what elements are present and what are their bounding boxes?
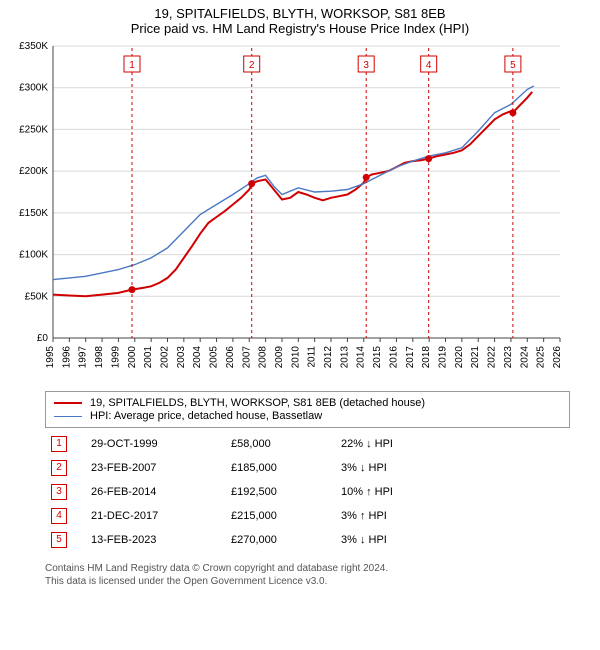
svg-text:1998: 1998 [94, 346, 105, 369]
svg-text:£350K: £350K [19, 41, 48, 52]
legend-swatch [54, 402, 82, 404]
svg-text:2014: 2014 [356, 346, 367, 369]
svg-text:2010: 2010 [290, 346, 301, 369]
transaction-badge: 2 [51, 460, 67, 476]
svg-text:2008: 2008 [258, 346, 269, 369]
svg-text:1996: 1996 [61, 346, 72, 369]
svg-text:2001: 2001 [143, 346, 154, 369]
chart-title: 19, SPITALFIELDS, BLYTH, WORKSOP, S81 8E… [0, 0, 600, 21]
footer: Contains HM Land Registry data © Crown c… [0, 558, 600, 588]
transaction-badge: 4 [51, 508, 67, 524]
svg-text:5: 5 [510, 60, 516, 71]
svg-text:2004: 2004 [192, 346, 203, 369]
svg-text:2026: 2026 [552, 346, 563, 369]
chart-svg: £0 £50K £100K £150K £200K £250K £300K £350K 1995… [8, 40, 568, 380]
table-row: 5 13-FEB-2023£270,0003% ↓ HPI [45, 528, 570, 552]
svg-text:£100K: £100K [19, 250, 48, 261]
svg-text:2011: 2011 [307, 346, 318, 368]
svg-text:£0: £0 [37, 333, 49, 344]
svg-text:1995: 1995 [45, 346, 56, 369]
transaction-badge: 1 [51, 436, 67, 452]
table-row: 2 23-FEB-2007£185,0003% ↓ HPI [45, 456, 570, 480]
svg-text:2018: 2018 [421, 346, 432, 369]
svg-text:£150K: £150K [19, 208, 48, 219]
svg-text:1997: 1997 [78, 346, 89, 369]
footer-line1: Contains HM Land Registry data © Crown c… [45, 562, 570, 575]
svg-text:2017: 2017 [405, 346, 416, 369]
svg-text:2024: 2024 [519, 346, 530, 369]
transaction-price: £192,500 [225, 480, 335, 504]
transaction-delta: 10% ↑ HPI [335, 480, 570, 504]
transaction-badge: 3 [51, 484, 67, 500]
footer-line2: This data is licensed under the Open Gov… [45, 575, 570, 588]
svg-text:2006: 2006 [225, 346, 236, 369]
svg-text:2021: 2021 [470, 346, 481, 369]
legend-box: 19, SPITALFIELDS, BLYTH, WORKSOP, S81 8E… [45, 391, 570, 428]
svg-text:3: 3 [363, 60, 369, 71]
legend-row: HPI: Average price, detached house, Bass… [54, 410, 561, 422]
container: 19, SPITALFIELDS, BLYTH, WORKSOP, S81 8E… [0, 0, 600, 650]
transaction-price: £185,000 [225, 456, 335, 480]
svg-text:2: 2 [249, 60, 255, 71]
svg-text:1999: 1999 [110, 346, 121, 369]
svg-text:2013: 2013 [339, 346, 350, 369]
table-row: 1 29-OCT-1999£58,00022% ↓ HPI [45, 432, 570, 456]
transaction-delta: 3% ↓ HPI [335, 528, 570, 552]
table-row: 4 21-DEC-2017£215,0003% ↑ HPI [45, 504, 570, 528]
svg-text:2016: 2016 [388, 346, 399, 369]
legend-label: 19, SPITALFIELDS, BLYTH, WORKSOP, S81 8E… [90, 397, 425, 409]
transaction-date: 21-DEC-2017 [85, 504, 225, 528]
svg-text:2005: 2005 [209, 346, 220, 369]
transaction-date: 29-OCT-1999 [85, 432, 225, 456]
svg-text:4: 4 [426, 60, 432, 71]
svg-text:£250K: £250K [19, 124, 48, 135]
transaction-price: £58,000 [225, 432, 335, 456]
transaction-delta: 22% ↓ HPI [335, 432, 570, 456]
transaction-delta: 3% ↓ HPI [335, 456, 570, 480]
chart-area: £0 £50K £100K £150K £200K £250K £300K £350K 1995… [8, 40, 592, 385]
chart-subtitle: Price paid vs. HM Land Registry's House … [0, 21, 600, 40]
svg-text:2023: 2023 [503, 346, 514, 369]
table-row: 3 26-FEB-2014£192,50010% ↑ HPI [45, 480, 570, 504]
transaction-price: £270,000 [225, 528, 335, 552]
svg-text:£200K: £200K [19, 166, 48, 177]
transaction-delta: 3% ↑ HPI [335, 504, 570, 528]
svg-text:2015: 2015 [372, 346, 383, 369]
svg-text:2003: 2003 [176, 346, 187, 369]
transaction-date: 26-FEB-2014 [85, 480, 225, 504]
svg-text:2020: 2020 [454, 346, 465, 369]
transactions-table: 1 29-OCT-1999£58,00022% ↓ HPI 2 23-FEB-2007… [45, 432, 570, 552]
legend-label: HPI: Average price, detached house, Bass… [90, 410, 322, 422]
svg-text:2025: 2025 [536, 346, 547, 369]
svg-text:£300K: £300K [19, 83, 48, 94]
svg-text:2002: 2002 [159, 346, 170, 369]
transaction-badge: 5 [51, 532, 67, 548]
transaction-price: £215,000 [225, 504, 335, 528]
svg-text:2000: 2000 [127, 346, 138, 369]
svg-text:2012: 2012 [323, 346, 334, 369]
svg-text:2022: 2022 [487, 346, 498, 369]
svg-text:2019: 2019 [438, 346, 449, 369]
legend-swatch [54, 416, 82, 417]
legend-row: 19, SPITALFIELDS, BLYTH, WORKSOP, S81 8E… [54, 397, 561, 409]
svg-text:1: 1 [129, 60, 135, 71]
transaction-date: 13-FEB-2023 [85, 528, 225, 552]
svg-text:£50K: £50K [25, 291, 49, 302]
svg-text:2007: 2007 [241, 346, 252, 369]
transaction-date: 23-FEB-2007 [85, 456, 225, 480]
svg-text:2009: 2009 [274, 346, 285, 369]
